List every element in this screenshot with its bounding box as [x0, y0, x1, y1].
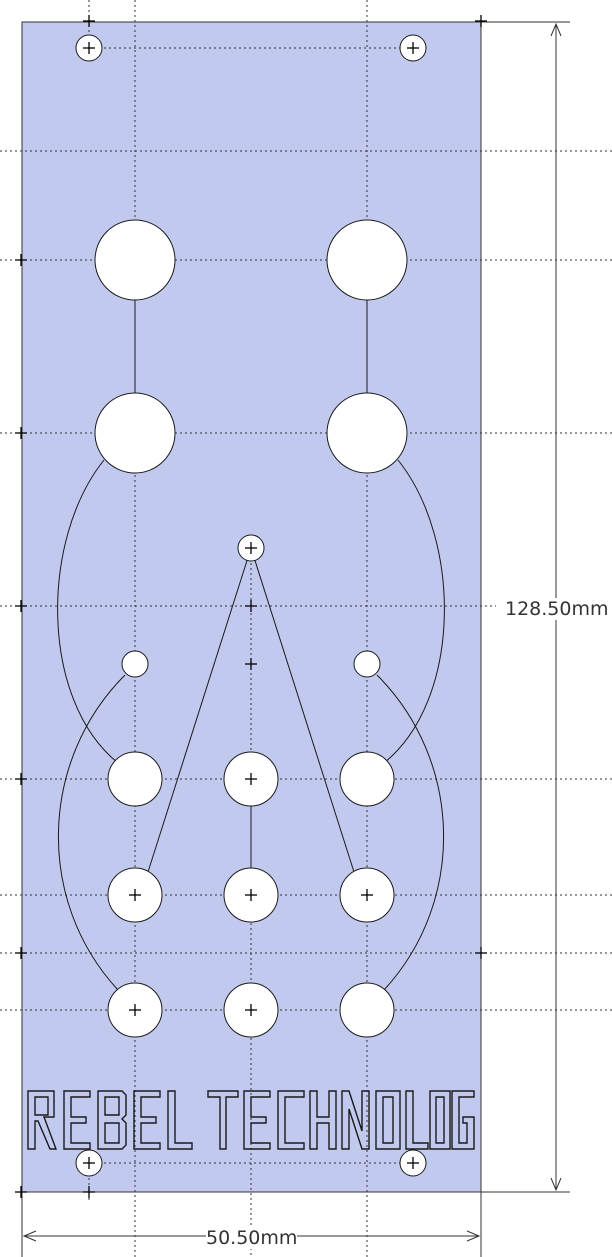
crosshair-marker — [245, 600, 257, 612]
large-jack-hole — [326, 392, 408, 474]
crosshair-marker — [245, 658, 257, 670]
dimension-extension-lines — [21, 21, 570, 1257]
crosshair-marker — [15, 773, 27, 785]
height-dimension-label: 128.50mm — [505, 598, 609, 620]
crosshair-marker — [15, 254, 27, 266]
crosshair-marker — [475, 15, 487, 27]
connection-lines — [57, 47, 445, 1164]
crosshair-marker — [83, 15, 95, 27]
crosshair-marker — [129, 889, 141, 901]
crosshair-marker — [15, 1186, 27, 1198]
crosshair-marker — [15, 427, 27, 439]
large-jack-hole — [94, 392, 176, 474]
crosshair-marker — [407, 42, 419, 54]
crosshair-marker — [407, 1157, 419, 1169]
large-jack-hole — [94, 219, 176, 301]
brand-logo — [27, 1090, 475, 1150]
width-dimension-label: 50.50mm — [206, 1227, 298, 1249]
crosshair-marker — [245, 773, 257, 785]
jack-hole — [107, 751, 163, 807]
large-jack-hole — [326, 219, 408, 301]
crosshair-marker — [83, 1157, 95, 1169]
crosshair-markers — [15, 15, 487, 1198]
crosshair-marker — [83, 1186, 95, 1198]
crosshair-marker — [15, 947, 27, 959]
crosshair-marker — [361, 889, 373, 901]
crosshair-marker — [245, 542, 257, 554]
jack-hole — [339, 751, 395, 807]
led-hole — [353, 650, 381, 678]
crosshair-marker — [475, 947, 487, 959]
crosshair-marker — [245, 1004, 257, 1016]
crosshair-marker — [245, 889, 257, 901]
jack-hole — [339, 982, 395, 1038]
crosshair-marker — [83, 42, 95, 54]
led-hole — [121, 650, 149, 678]
crosshair-marker — [129, 1004, 141, 1016]
crosshair-marker — [15, 600, 27, 612]
